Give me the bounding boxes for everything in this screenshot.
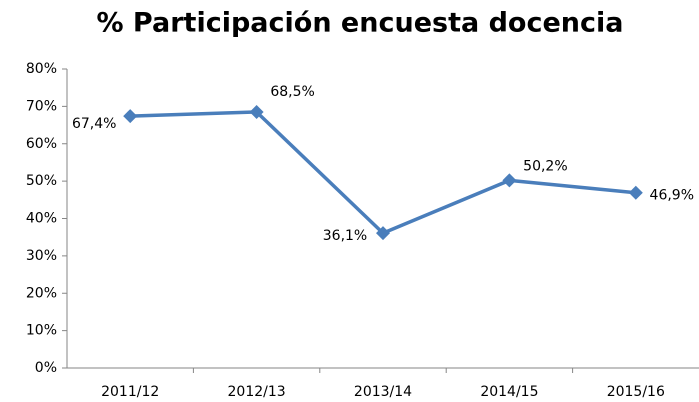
point [249,104,264,119]
point [376,226,390,241]
data-label: 67,4% [72,116,116,132]
x-tick-label: 2011/12 [101,384,159,400]
y-tick-label: 70% [26,98,57,114]
y-tick-label: 0% [35,360,57,376]
chart-title: % Participación encuesta docencia [96,8,623,39]
y-tick-label: 10% [26,323,57,339]
data-label: 50,2% [523,158,567,174]
y-tick-label: 60% [26,136,57,152]
point [502,173,517,188]
x-tick-label: 2013/14 [354,384,412,400]
x-tick-label: 2015/16 [607,384,665,400]
data-label: 46,9% [650,188,694,204]
point [628,185,643,200]
y-tick-label: 80% [26,61,57,77]
y-tick-label: 40% [26,211,57,227]
data-label: 68,5% [270,84,314,100]
x-tick-label: 2012/13 [228,384,286,400]
x-tick-label: 2014/15 [480,384,538,400]
data-label: 36,1% [323,228,367,244]
y-tick-label: 30% [26,248,57,264]
point [123,109,138,124]
y-tick-label: 20% [26,285,57,301]
y-tick-label: 50% [26,173,57,189]
